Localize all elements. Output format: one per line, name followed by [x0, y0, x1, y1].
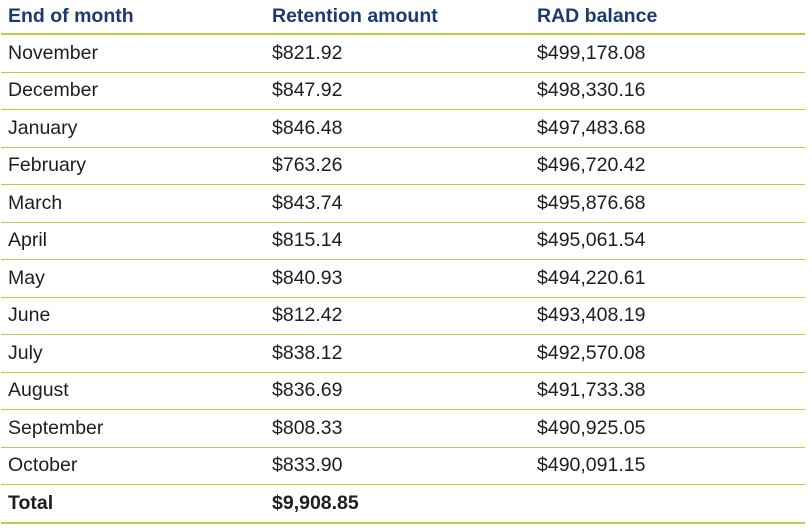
- retention-cell: $846.48: [272, 116, 343, 139]
- retention-cell: $763.26: [272, 154, 343, 177]
- month-cell: September: [8, 416, 104, 439]
- retention-cell: $840.93: [272, 266, 343, 289]
- table-row: January $846.48 $497,483.68: [1, 110, 805, 148]
- retention-cell: $812.42: [272, 304, 343, 327]
- retention-cell: $821.92: [272, 41, 343, 64]
- table-row: July $838.12 $492,570.08: [1, 335, 805, 373]
- retention-table: End of month Retention amount RAD balanc…: [1, 0, 805, 524]
- rad-balance-cell: $495,876.68: [537, 191, 646, 214]
- rad-balance-cell: $490,091.15: [537, 454, 646, 477]
- rad-balance-cell: $499,178.08: [537, 41, 646, 64]
- retention-cell: $808.33: [272, 416, 343, 439]
- table-header: End of month Retention amount RAD balanc…: [1, 0, 805, 35]
- month-cell: January: [8, 116, 78, 139]
- header-retention-amount: Retention amount: [272, 5, 438, 27]
- month-cell: April: [8, 229, 48, 252]
- retention-cell: $836.69: [272, 379, 343, 402]
- month-cell: June: [8, 304, 51, 327]
- rad-balance-cell: $493,408.19: [537, 304, 646, 327]
- table-row: October $833.90 $490,091.15: [1, 448, 805, 485]
- table-row: February $763.26 $496,720.42: [1, 148, 805, 185]
- total-retention-amount: $9,908.85: [272, 491, 359, 514]
- table-row: November $821.92 $499,178.08: [1, 35, 805, 73]
- rad-balance-cell: $490,925.05: [537, 416, 646, 439]
- table-row: March $843.74 $495,876.68: [1, 185, 805, 223]
- month-cell: February: [8, 154, 87, 177]
- month-cell: May: [8, 266, 45, 289]
- rad-balance-cell: $494,220.61: [537, 266, 646, 289]
- rad-balance-cell: $491,733.38: [537, 379, 646, 402]
- month-cell: December: [8, 79, 98, 102]
- rad-balance-cell: $492,570.08: [537, 341, 646, 364]
- table-row: June $812.42 $493,408.19: [1, 298, 805, 335]
- table-row: September $808.33 $490,925.05: [1, 410, 805, 448]
- rad-balance-cell: $497,483.68: [537, 116, 646, 139]
- month-cell: August: [8, 379, 69, 402]
- total-row: Total $9,908.85: [1, 485, 805, 524]
- table-row: April $815.14 $495,061.54: [1, 223, 805, 260]
- rad-balance-cell: $496,720.42: [537, 154, 646, 177]
- retention-cell: $847.92: [272, 79, 343, 102]
- retention-cell: $833.90: [272, 454, 343, 477]
- total-label: Total: [8, 491, 54, 514]
- month-cell: March: [8, 191, 63, 214]
- month-cell: November: [8, 41, 98, 64]
- header-rad-balance: RAD balance: [537, 5, 658, 27]
- table-row: May $840.93 $494,220.61: [1, 260, 805, 298]
- retention-cell: $843.74: [272, 191, 343, 214]
- rad-balance-cell: $495,061.54: [537, 229, 646, 252]
- retention-cell: $838.12: [272, 341, 343, 364]
- table-row: December $847.92 $498,330.16: [1, 73, 805, 110]
- month-cell: October: [8, 454, 78, 477]
- header-end-of-month: End of month: [8, 5, 134, 27]
- month-cell: July: [8, 341, 43, 364]
- rad-balance-cell: $498,330.16: [537, 79, 646, 102]
- table-row: August $836.69 $491,733.38: [1, 373, 805, 410]
- retention-cell: $815.14: [272, 229, 343, 252]
